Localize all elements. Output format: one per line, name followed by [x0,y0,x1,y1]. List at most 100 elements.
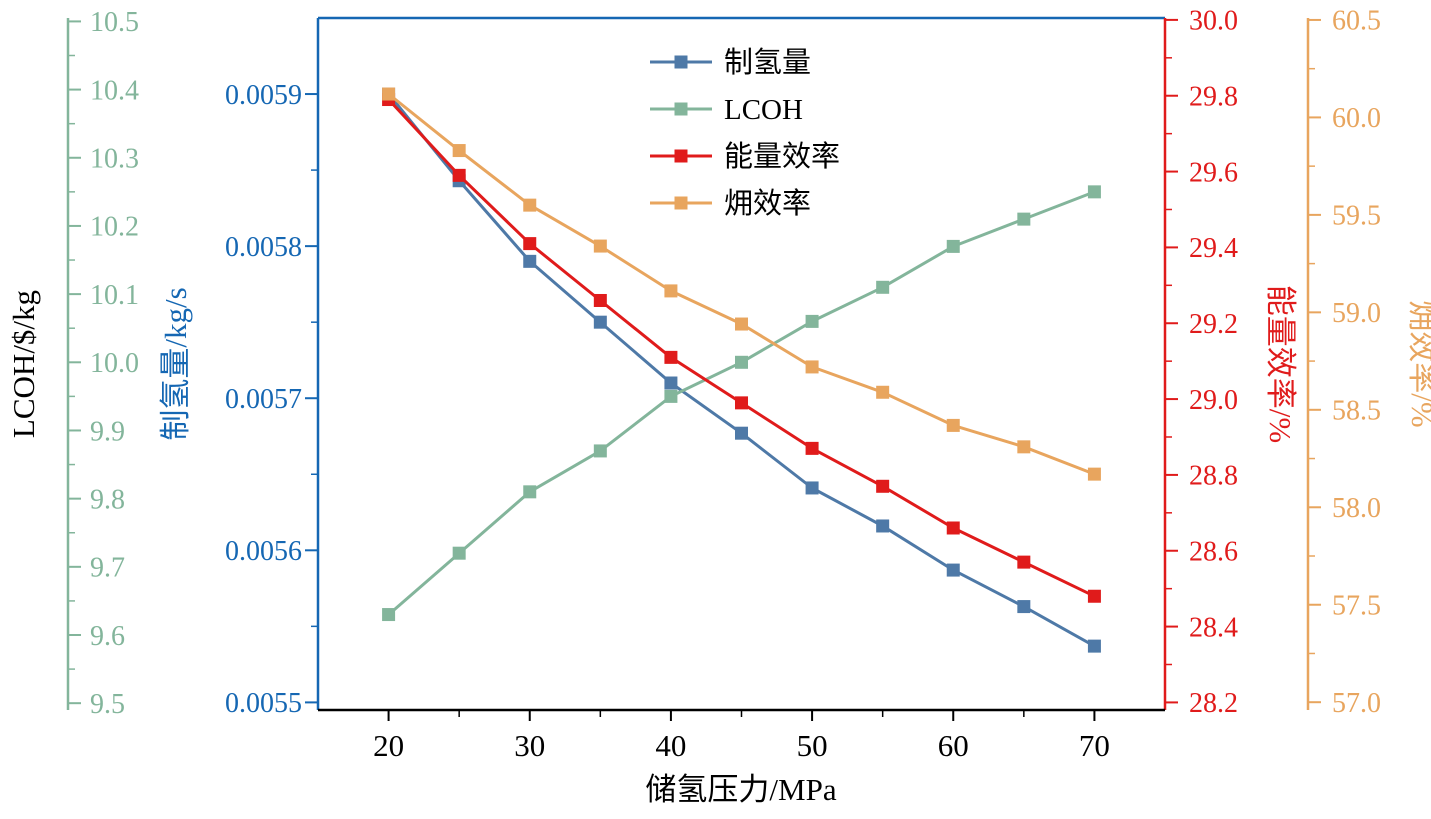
tick-label: 10.4 [90,75,139,106]
tick-label: 9.5 [90,689,125,720]
data-point-marker [735,355,748,369]
data-point-marker [946,563,960,577]
x-axis-title: 储氢压力/MPa [645,772,836,807]
tick-label: 58.5 [1332,396,1381,427]
y-axis-title-hydrogen: 制氢量/kg/s [158,287,193,440]
tick-label: 10.3 [90,144,139,175]
data-point-marker [664,389,678,403]
data-point-marker [664,376,678,390]
tick-label: 10.1 [90,280,139,311]
tick-label: 0.0057 [225,384,302,415]
tick-label: 57.0 [1332,688,1381,719]
x-axis: 20 30 40 50 60 70 [373,710,1110,763]
y-axis-energy: 28.2 28.4 28.6 28.8 29.0 29.2 29.4 29.6 29.8 30.0 [1165,6,1238,719]
data-point-marker [452,168,466,182]
data-point-marker [876,479,890,493]
legend-marker [674,149,688,163]
data-point-marker [735,396,748,410]
tick-label: 70 [1079,728,1110,763]
data-point-marker [946,418,960,432]
legend-label: 制氢量 [724,46,811,79]
data-point-marker [876,385,890,399]
data-point-marker [876,519,890,533]
tick-label: 60.0 [1332,103,1381,134]
tick-label: 29.8 [1189,82,1238,113]
tick-label: 10.0 [90,348,139,379]
tick-label: 0.0056 [225,536,302,567]
chart-layers: 9.5 9.6 9.7 9.8 9.9 10.0 10.1 10.2 10.3 10.4 10.5 0… [66,6,1381,763]
data-point-marker [593,293,607,307]
series-lcoh [382,185,1101,622]
tick-label: 9.8 [90,484,125,515]
data-point-marker [1017,600,1031,614]
data-point-marker [1017,440,1031,454]
y-axis-title-energy: 能量效率/% [1263,285,1298,443]
legend-marker [674,102,688,116]
data-point-marker [946,521,960,535]
tick-label: 29.6 [1189,157,1238,188]
tick-label: 10.5 [90,7,139,38]
tick-label: 9.6 [90,621,125,652]
legend-item: 㶲效率 [650,187,811,220]
y-axis-title-lcoh: LCOH/$/kg [6,290,41,438]
data-point-marker [523,254,537,268]
legend-marker [674,55,688,69]
series-exergy [382,87,1101,481]
tick-label: 28.6 [1189,537,1238,568]
tick-label: 60.5 [1332,6,1381,37]
data-point-marker [523,237,537,251]
tick-label: 9.7 [90,553,125,584]
legend-label: 能量效率 [724,140,840,173]
data-point-marker [452,546,466,560]
data-point-marker [593,444,607,458]
data-point-marker [805,441,819,455]
tick-label: 30 [514,728,545,763]
data-point-marker [1017,212,1031,226]
tick-label: 40 [655,728,686,763]
legend-item: 制氢量 [650,46,811,79]
y-axis-title-exergy: 㶲效率/% [1405,300,1431,427]
tick-label: 60 [938,728,969,763]
data-point-marker [382,87,396,101]
y-axis-exergy: 57.0 57.5 58.0 58.5 59.0 59.5 60.0 60.5 [1306,6,1381,719]
data-point-marker [1087,467,1101,481]
tick-label: 0.0055 [225,688,302,719]
data-point-marker [523,485,537,499]
tick-label: 57.5 [1332,591,1381,622]
tick-label: 30.0 [1189,6,1238,37]
data-point-marker [1087,185,1101,199]
data-point-marker [452,144,466,158]
tick-label: 29.4 [1189,233,1238,264]
data-point-marker [382,608,396,622]
tick-label: 0.0059 [225,80,302,111]
data-point-marker [664,350,678,364]
data-point-marker [946,239,960,253]
data-point-marker [664,284,678,298]
y-axis-hydrogen: 0.0055 0.0056 0.0057 0.0058 0.0059 [225,80,318,719]
data-point-marker [1087,639,1101,653]
data-point-marker [735,317,748,331]
tick-label: 28.8 [1189,461,1238,492]
tick-label: 29.2 [1189,309,1238,340]
data-point-marker [1087,589,1101,603]
data-point-marker [805,314,819,328]
tick-label: 59.5 [1332,201,1381,232]
series-energy [382,93,1101,603]
legend-item: 能量效率 [650,140,840,173]
data-point-marker [593,239,607,253]
data-point-marker [805,360,819,374]
tick-label: 28.2 [1189,688,1238,719]
tick-label: 29.0 [1189,385,1238,416]
tick-label: 10.2 [90,212,139,243]
legend-item: LCOH [650,94,803,126]
tick-label: 58.0 [1332,493,1381,524]
data-point-marker [805,481,819,495]
data-point-marker [523,198,537,212]
tick-label: 28.4 [1189,612,1238,643]
data-point-marker [735,426,748,440]
y-axis-lcoh: 9.5 9.6 9.7 9.8 9.9 10.0 10.1 10.2 10.3 10.4 10.5 [66,7,139,720]
tick-label: 50 [797,728,828,763]
